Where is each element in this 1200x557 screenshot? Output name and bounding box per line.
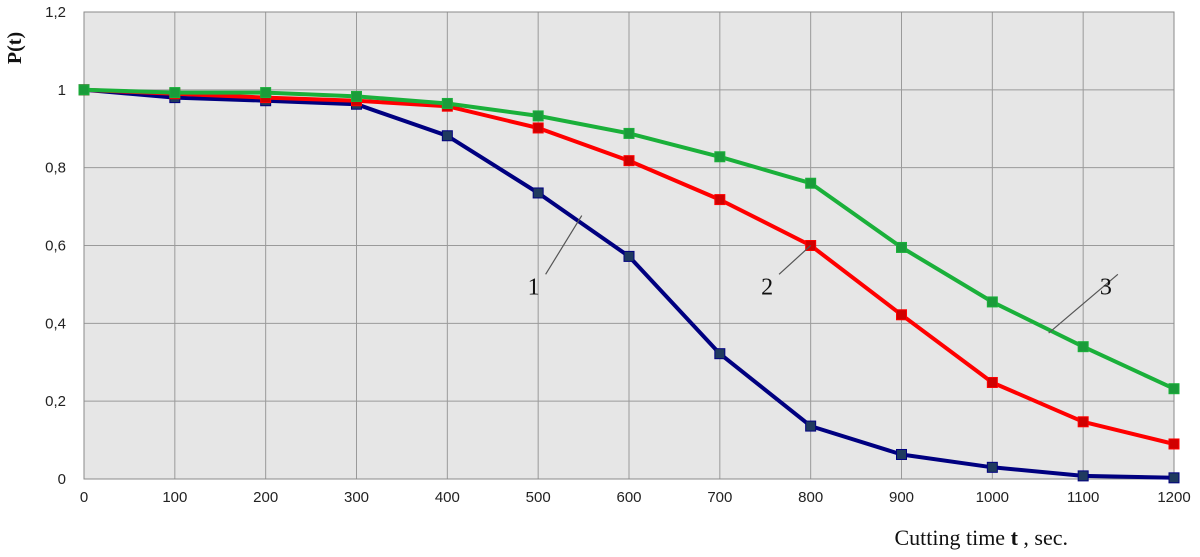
x-tick-label: 100 [162, 489, 187, 506]
curve-label-2: 2 [761, 274, 773, 300]
data-point [1077, 470, 1089, 482]
data-point [896, 241, 907, 253]
x-tick-label: 400 [435, 489, 460, 506]
data-point [1077, 341, 1089, 353]
y-tick-label: 0,6 [45, 238, 66, 255]
x-axis-label-symbol: t [1011, 525, 1019, 550]
data-point [896, 309, 907, 321]
x-axis-label-suffix: , sec. [1018, 525, 1068, 550]
data-point [986, 461, 998, 473]
data-point [623, 127, 635, 139]
x-tick-label: 1200 [1157, 489, 1190, 506]
x-tick-label: 1100 [1067, 489, 1099, 506]
data-point [532, 110, 544, 122]
y-axis-label: P(t) [4, 32, 26, 64]
data-point [714, 348, 726, 360]
data-point [441, 97, 453, 109]
y-tick-label: 1,2 [45, 4, 66, 21]
series-3 [78, 84, 1180, 395]
curve-annotations: 1 2 3 [528, 215, 1119, 334]
data-point [623, 155, 635, 167]
data-point [1168, 438, 1180, 450]
x-tick-label: 600 [616, 489, 641, 506]
data-point [260, 87, 272, 99]
data-point [714, 151, 726, 163]
data-point [986, 296, 998, 308]
annotation-leader-3 [1048, 273, 1119, 334]
data-point [1077, 416, 1089, 428]
x-tick-label: 800 [798, 489, 823, 506]
x-tick-label: 1000 [976, 489, 1009, 506]
x-axis-label-prefix: Cutting time [894, 525, 1010, 550]
y-tick-label: 0,8 [45, 160, 66, 177]
x-tick-label: 700 [707, 489, 732, 506]
x-tick-label: 500 [526, 489, 551, 506]
data-point [805, 420, 817, 432]
series-group [78, 84, 1180, 484]
x-tick-labels: 0 100 200 300 400 500 600 700 800 900 1000 1100 1200 [80, 489, 1191, 506]
x-tick-label: 900 [889, 489, 914, 506]
data-point [169, 87, 181, 99]
data-point [623, 250, 635, 262]
data-point [714, 194, 726, 206]
x-tick-label: 200 [253, 489, 278, 506]
data-point [441, 130, 453, 142]
data-point [351, 90, 362, 102]
curve-label-1: 1 [528, 274, 540, 300]
data-point [805, 177, 817, 189]
data-point [1168, 383, 1180, 395]
annotation-leader-1 [545, 215, 583, 275]
y-tick-labels: 0 0,2 0,4 0,6 0,8 1 1,2 [45, 4, 66, 488]
y-tick-label: 0 [58, 471, 66, 488]
data-point [78, 84, 90, 96]
data-point [1168, 472, 1180, 484]
data-point [532, 187, 544, 199]
data-point [986, 376, 998, 388]
y-tick-label: 0,4 [45, 315, 66, 332]
data-point [896, 448, 907, 460]
x-tick-label: 300 [344, 489, 369, 506]
curve-label-3: 3 [1100, 274, 1112, 300]
x-tick-label: 0 [80, 489, 88, 506]
x-axis-label: Cutting time t , sec. [894, 525, 1068, 550]
plot-frame [83, 11, 1175, 480]
data-point [532, 122, 544, 134]
y-tick-label: 1 [58, 82, 66, 99]
annotation-leader-2 [778, 245, 812, 275]
y-tick-label: 0,2 [45, 393, 66, 410]
